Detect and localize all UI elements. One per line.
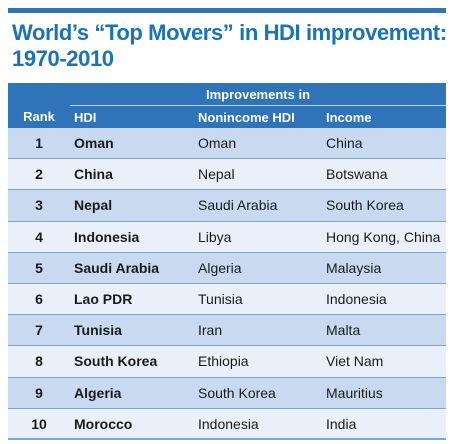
rank-cell: 6 <box>8 283 70 316</box>
table-row: 10 Morocco Indonesia India <box>8 408 447 440</box>
table-row: 8 South Korea Ethiopia Viet Nam <box>8 345 447 378</box>
nonincome-cell: Saudi Arabia <box>198 189 326 222</box>
income-cell: India <box>326 408 447 440</box>
income-cell: Mauritius <box>326 377 447 409</box>
column-header-hdi: HDI <box>70 105 198 128</box>
header-spacer <box>8 83 70 106</box>
rank-cell: 10 <box>8 408 70 440</box>
rank-cell: 5 <box>8 252 70 284</box>
nonincome-cell: Nepal <box>198 158 326 191</box>
rank-cell: 4 <box>8 221 70 253</box>
nonincome-cell: Oman <box>198 128 326 160</box>
income-cell: South Korea <box>326 189 447 222</box>
hdi-cell: China <box>70 158 198 191</box>
income-cell: Viet Nam <box>326 345 447 378</box>
table-body: 1 Oman Oman China 2 China Nepal Botswana 3 Nepal S… <box>8 128 447 440</box>
nonincome-cell: Indonesia <box>198 408 326 440</box>
hdi-cell: Morocco <box>70 408 198 440</box>
table-row: 9 Algeria South Korea Mauritius <box>8 377 447 409</box>
bottom-rule <box>8 438 446 440</box>
table-row: 1 Oman Oman China <box>8 128 447 160</box>
group-header-improvements: Improvements in <box>70 83 447 106</box>
table-row: 7 Tunisia Iran Malta <box>8 314 447 347</box>
top-movers-table: Improvements in Rank HDI Nonincome HDI I… <box>8 83 447 440</box>
table-row: 5 Saudi Arabia Algeria Malaysia <box>8 252 447 284</box>
income-cell: Botswana <box>326 158 447 191</box>
hdi-cell: Oman <box>70 128 198 160</box>
rank-cell: 9 <box>8 377 70 409</box>
column-header-rank: Rank <box>8 105 70 128</box>
table-row: 4 Indonesia Libya Hong Kong, China <box>8 221 447 253</box>
table-row: 2 China Nepal Botswana <box>8 158 447 191</box>
page-title: World’s “Top Movers” in HDI improvement:… <box>12 20 447 71</box>
hdi-cell: South Korea <box>70 345 198 378</box>
nonincome-cell: Algeria <box>198 252 326 284</box>
hdi-cell: Saudi Arabia <box>70 252 198 284</box>
table-row: 6 Lao PDR Tunisia Indonesia <box>8 283 447 316</box>
nonincome-cell: Libya <box>198 221 326 253</box>
nonincome-cell: South Korea <box>198 377 326 409</box>
hdi-cell: Tunisia <box>70 314 198 347</box>
hdi-cell: Lao PDR <box>70 283 198 316</box>
table-row: 3 Nepal Saudi Arabia South Korea <box>8 189 447 222</box>
income-cell: Hong Kong, China <box>326 221 447 253</box>
rank-cell: 1 <box>8 128 70 160</box>
income-cell: Indonesia <box>326 283 447 316</box>
top-rule <box>8 8 446 13</box>
income-cell: Malta <box>326 314 447 347</box>
hdi-cell: Indonesia <box>70 221 198 253</box>
nonincome-cell: Tunisia <box>198 283 326 316</box>
group-header-row: Improvements in <box>8 83 447 106</box>
rank-cell: 8 <box>8 345 70 378</box>
hdi-cell: Algeria <box>70 377 198 409</box>
column-header-income: Income <box>326 105 447 128</box>
column-header-nonincome: Nonincome HDI <box>198 105 326 128</box>
rank-cell: 3 <box>8 189 70 222</box>
nonincome-cell: Ethiopia <box>198 345 326 378</box>
nonincome-cell: Iran <box>198 314 326 347</box>
rank-cell: 7 <box>8 314 70 347</box>
income-cell: China <box>326 128 447 160</box>
income-cell: Malaysia <box>326 252 447 284</box>
hdi-cell: Nepal <box>70 189 198 222</box>
column-header-row: Rank HDI Nonincome HDI Income <box>8 105 447 128</box>
rank-cell: 2 <box>8 158 70 191</box>
